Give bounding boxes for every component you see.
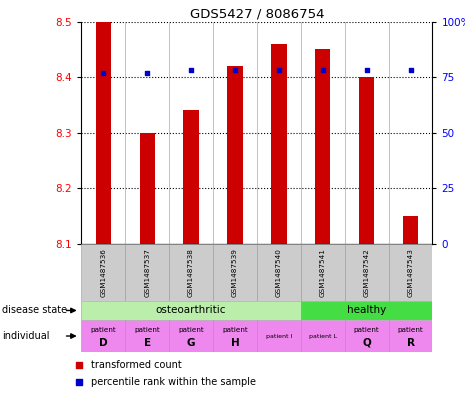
Text: GSM1487542: GSM1487542 — [364, 248, 370, 297]
Text: GSM1487541: GSM1487541 — [320, 248, 326, 297]
Text: GSM1487543: GSM1487543 — [407, 248, 413, 297]
Bar — [403, 216, 418, 244]
Text: GSM1487536: GSM1487536 — [100, 248, 106, 297]
Text: GSM1487538: GSM1487538 — [188, 248, 194, 297]
Text: GSM1487537: GSM1487537 — [144, 248, 150, 297]
Bar — [125, 320, 169, 352]
Text: patient: patient — [354, 327, 379, 333]
Text: patient I: patient I — [266, 334, 292, 338]
Point — [231, 67, 239, 73]
Text: H: H — [231, 338, 239, 348]
Text: E: E — [144, 338, 151, 348]
Text: patient: patient — [178, 327, 204, 333]
Text: R: R — [406, 338, 414, 348]
Title: GDS5427 / 8086754: GDS5427 / 8086754 — [190, 7, 324, 20]
Bar — [345, 320, 389, 352]
Bar — [301, 301, 432, 320]
Text: transformed count: transformed count — [92, 360, 182, 370]
Bar — [140, 133, 155, 244]
Bar — [213, 320, 257, 352]
Bar — [227, 66, 243, 244]
Bar — [389, 320, 432, 352]
Text: healthy: healthy — [347, 305, 386, 316]
Bar — [301, 320, 345, 352]
Point — [319, 67, 326, 73]
Text: patient: patient — [222, 327, 248, 333]
Bar — [359, 77, 374, 244]
Point — [75, 378, 83, 385]
Bar — [169, 320, 213, 352]
Text: D: D — [99, 338, 107, 348]
Bar — [213, 244, 257, 301]
Point — [275, 67, 283, 73]
Bar — [81, 301, 301, 320]
Text: osteoarthritic: osteoarthritic — [156, 305, 226, 316]
Point — [100, 70, 107, 76]
Bar — [301, 244, 345, 301]
Text: Q: Q — [362, 338, 371, 348]
Point — [407, 67, 414, 73]
Bar — [169, 244, 213, 301]
Text: disease state: disease state — [2, 305, 67, 316]
Bar — [257, 320, 301, 352]
Text: patient: patient — [134, 327, 160, 333]
Bar — [96, 22, 111, 244]
Text: individual: individual — [2, 331, 50, 341]
Bar — [315, 50, 331, 244]
Point — [75, 362, 83, 368]
Text: GSM1487539: GSM1487539 — [232, 248, 238, 297]
Bar — [125, 244, 169, 301]
Bar — [183, 110, 199, 244]
Text: GSM1487540: GSM1487540 — [276, 248, 282, 297]
Point — [363, 67, 370, 73]
Text: patient L: patient L — [309, 334, 337, 338]
Bar — [81, 244, 125, 301]
Point — [187, 67, 195, 73]
Bar — [345, 244, 389, 301]
Text: percentile rank within the sample: percentile rank within the sample — [92, 377, 256, 387]
Point — [144, 70, 151, 76]
Text: patient: patient — [90, 327, 116, 333]
Bar — [81, 320, 125, 352]
Bar — [271, 44, 286, 244]
Text: G: G — [187, 338, 195, 348]
Bar — [389, 244, 432, 301]
Bar — [257, 244, 301, 301]
Text: patient: patient — [398, 327, 424, 333]
